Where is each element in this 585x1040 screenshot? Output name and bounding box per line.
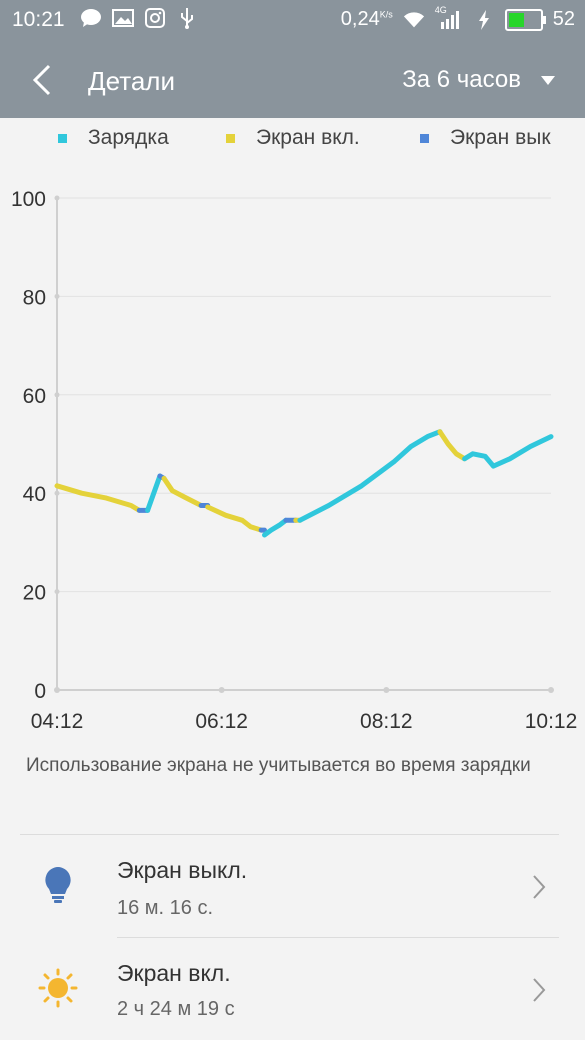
divider [117, 937, 559, 938]
charging-note: Использование экрана не учитывается во в… [26, 755, 531, 776]
back-arrow-icon [32, 64, 51, 96]
screen-on-row[interactable]: Экран вкл. 2 ч 24 м 19 с [0, 938, 585, 1038]
sun-icon [38, 968, 78, 1008]
legend-label-screen-on: Экран вкл. [256, 126, 360, 149]
series-line-charging [297, 429, 443, 523]
battery-level: 52 [552, 8, 575, 30]
system-icons: 0,24K/s 4G 52 [340, 5, 575, 31]
status-bar: 10:21 0,24K/s 4G 52 [0, 0, 585, 42]
notification-icons [80, 7, 198, 29]
legend-item-charging: Зарядка [58, 126, 169, 150]
period-dropdown[interactable]: За 6 часов [402, 66, 555, 94]
divider [20, 834, 559, 835]
message-icon [80, 7, 102, 29]
period-label: За 6 часов [402, 66, 521, 93]
y-tick-label: 40 [23, 483, 46, 506]
y-axis-dot [54, 392, 60, 398]
y-tick-label: 100 [11, 188, 46, 211]
row-title: Экран выкл. [117, 857, 248, 883]
legend-item-screen-on: Экран вкл. [226, 126, 360, 150]
y-tick-label: 20 [23, 582, 46, 605]
lightbulb-icon [38, 865, 78, 905]
legend-swatch-charging [58, 133, 67, 143]
y-axis-dot [54, 490, 60, 496]
signal-icon: 4G [435, 5, 463, 31]
y-tick-label: 0 [34, 680, 46, 703]
y-axis-dot [54, 293, 60, 299]
series-line-screen-on [437, 429, 468, 462]
y-axis-dot [54, 195, 60, 201]
app-bar: Детали За 6 часов [0, 42, 585, 118]
series-line-charging [262, 517, 289, 538]
series-line-screen-on [161, 475, 204, 508]
chevron-right-icon [529, 872, 549, 902]
legend-swatch-screen-on [226, 133, 235, 143]
x-tick-label: 10:12 [525, 710, 578, 733]
y-tick-label: 80 [23, 286, 46, 309]
instagram-icon [144, 7, 166, 29]
back-button[interactable] [22, 60, 62, 100]
network-speed: 0,24K/s [340, 8, 393, 30]
series-line-charging [462, 434, 554, 469]
row-subtitle: 16 м. 16 с. [117, 897, 214, 919]
battery-icon [504, 8, 546, 31]
status-time: 10:21 [12, 8, 65, 31]
x-tick-label: 08:12 [360, 710, 413, 733]
page-title: Детали [88, 66, 175, 96]
chart-legend: Зарядка Экран вкл. Экран вык [0, 118, 585, 158]
dropdown-triangle-icon [541, 75, 555, 85]
legend-label-charging: Зарядка [88, 126, 169, 149]
x-axis-dot [218, 687, 225, 693]
x-axis-dot [383, 687, 390, 693]
x-axis-dot [548, 687, 554, 693]
x-tick-label: 04:12 [31, 710, 84, 733]
series-line-screen-on [54, 483, 142, 513]
legend-item-screen-off: Экран вык [420, 126, 551, 150]
usb-icon [176, 7, 198, 29]
screen-off-row[interactable]: Экран выкл. 16 м. 16 с. [0, 835, 585, 935]
charging-bolt-icon [473, 9, 495, 31]
wifi-icon [403, 9, 425, 31]
series-line-charging [145, 473, 163, 513]
x-tick-label: 06:12 [195, 710, 248, 733]
image-icon [112, 7, 134, 29]
content: Зарядка Экран вкл. Экран вык 100 80 60 40 20… [0, 118, 585, 1040]
legend-swatch-screen-off [420, 133, 429, 143]
row-title: Экран вкл. [117, 960, 231, 986]
row-subtitle: 2 ч 24 м 19 с [117, 998, 235, 1020]
y-axis-dot [54, 589, 60, 595]
battery-fill [508, 12, 525, 27]
y-tick-label: 60 [23, 385, 46, 408]
battery-chart: 100 80 60 40 20 0 04:12 06:12 08:12 10:12 [11, 188, 578, 733]
series-line-screen-on [205, 504, 264, 533]
chevron-right-icon [529, 975, 549, 1005]
x-axis-dot [54, 687, 60, 693]
legend-label-screen-off: Экран вык [450, 126, 551, 149]
